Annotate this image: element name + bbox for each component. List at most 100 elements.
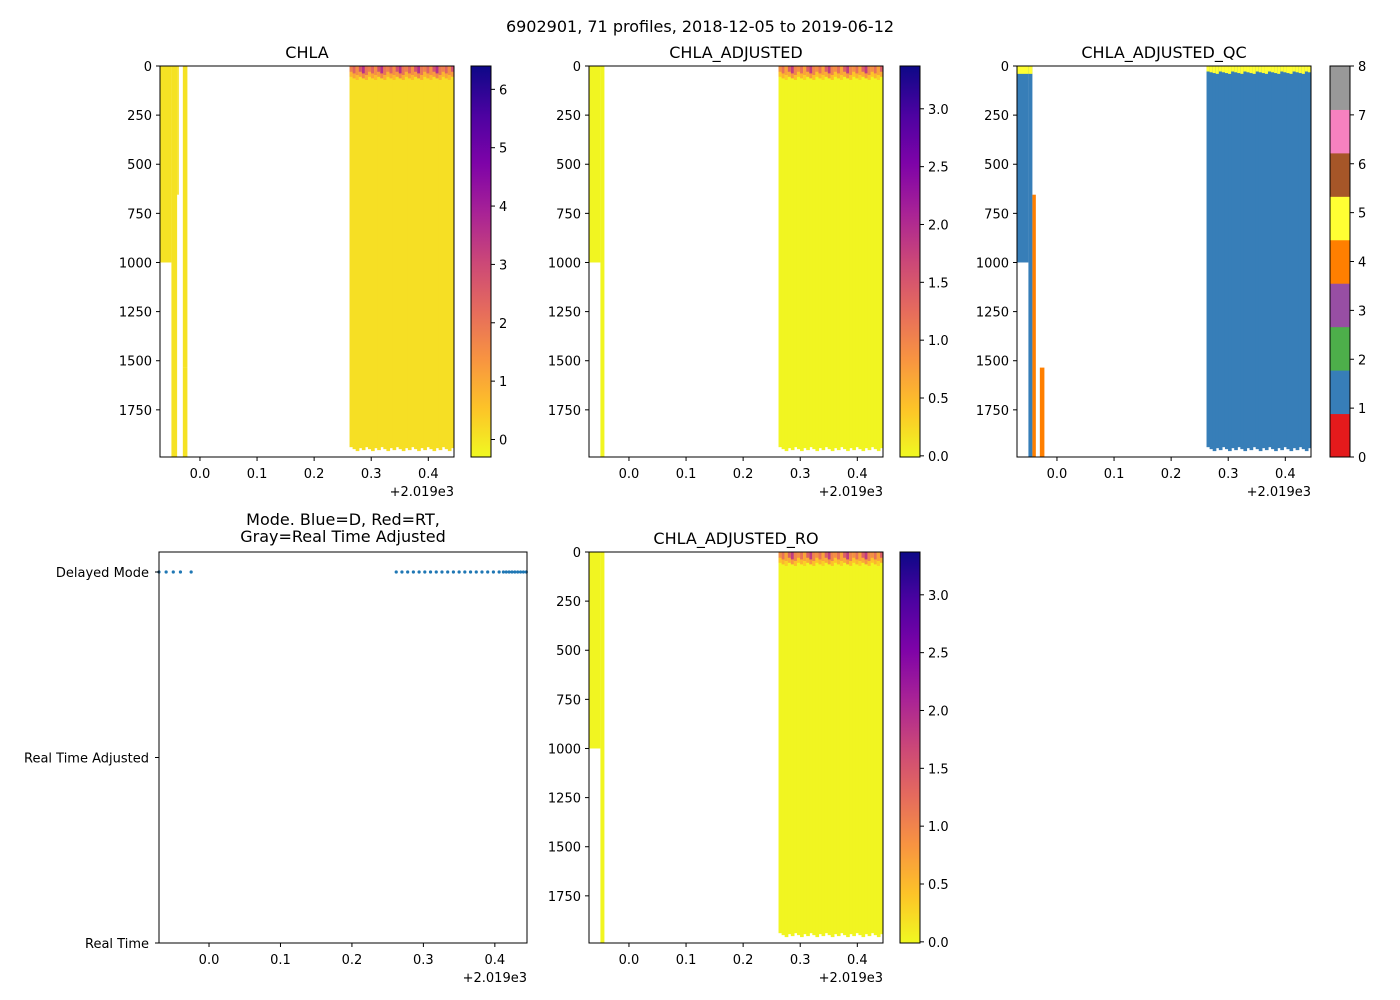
mode-point xyxy=(516,570,520,574)
y-tick-label: 0 xyxy=(144,60,152,75)
block-column xyxy=(401,66,406,452)
block-column xyxy=(821,552,826,937)
block-column xyxy=(1231,66,1235,449)
colorbar-frame xyxy=(899,551,921,944)
block-subsurface-cell xyxy=(407,73,412,79)
y-tick-label: 1500 xyxy=(548,355,581,370)
y-category-label: Real Time Adjusted xyxy=(24,752,149,767)
block-column xyxy=(812,66,817,450)
block-surface-cell xyxy=(861,552,866,558)
y-tick-label: 1000 xyxy=(976,256,1009,271)
block-surface-cell xyxy=(858,66,863,76)
block-subsurface-cell xyxy=(781,73,786,79)
block-subsurface-cell xyxy=(377,71,381,77)
block-subsurface-cell xyxy=(352,73,357,79)
block-surface-cell xyxy=(395,66,400,72)
block-column xyxy=(833,552,838,935)
block-surface-cell xyxy=(833,66,838,72)
block-surface-cell xyxy=(364,66,369,76)
x-tick-label: 0.0 xyxy=(199,953,220,968)
block-subsurface-cell xyxy=(395,71,400,77)
mode-point xyxy=(480,570,484,574)
block-column xyxy=(1252,66,1257,448)
mode-point xyxy=(486,570,490,574)
block-subsurface-cell xyxy=(793,561,798,566)
block-column xyxy=(1209,66,1214,450)
block-subsurface-cell xyxy=(778,557,783,563)
block-column xyxy=(1243,66,1248,452)
block-column xyxy=(843,552,847,936)
block-column xyxy=(852,66,856,451)
block-surface-qc xyxy=(1206,66,1211,72)
block-surface-qc xyxy=(1224,66,1229,74)
block-subsurface-cell xyxy=(401,75,406,80)
block-surface-cell xyxy=(855,66,860,74)
block-surface-cell xyxy=(827,552,832,560)
block-column xyxy=(444,66,449,450)
block-surface-qc xyxy=(1274,66,1278,74)
colorbar-tick-label: 2.0 xyxy=(928,218,949,233)
block-surface-cell xyxy=(389,66,394,74)
block-subsurface-cell xyxy=(815,71,820,77)
block-surface-cell xyxy=(806,66,810,72)
block-surface-cell xyxy=(843,552,847,558)
block-surface-cell xyxy=(824,552,829,558)
block-surface-cell xyxy=(371,66,375,74)
colorbar-fill xyxy=(471,66,491,457)
block-subsurface-cell xyxy=(867,561,872,566)
mode-point xyxy=(434,570,438,574)
colorbar-tick-label: 0.5 xyxy=(928,392,949,407)
mode-point xyxy=(178,570,183,574)
block-column xyxy=(815,66,820,452)
block-surface-qc xyxy=(1292,66,1297,72)
profile-column xyxy=(177,66,179,195)
x-tick-label: 0.1 xyxy=(247,467,268,482)
block-surface-cell xyxy=(447,66,452,76)
block-column xyxy=(1295,66,1300,451)
block-column xyxy=(793,552,798,934)
block-subsurface-cell xyxy=(858,75,863,80)
block-subsurface-cell xyxy=(806,71,810,77)
block-surface-cell xyxy=(836,66,841,74)
block-surface-cell xyxy=(781,552,786,560)
block-surface-cell xyxy=(873,552,878,560)
block-subsurface-cell xyxy=(404,71,409,77)
block-subsurface-cell xyxy=(876,75,881,80)
block-column xyxy=(1212,66,1217,452)
block-subsurface-cell xyxy=(836,73,841,79)
profile-column xyxy=(182,367,188,457)
colorbar-tick-label: 5 xyxy=(499,142,507,157)
block-surface-cell xyxy=(867,552,872,562)
x-tick-label: 0.4 xyxy=(847,467,868,482)
block-surface-cell xyxy=(444,66,449,74)
block-surface-cell xyxy=(420,66,424,76)
block-column xyxy=(867,552,872,937)
block-subsurface-cell xyxy=(781,559,786,565)
figure-suptitle: 6902901, 71 profiles, 2018-12-05 to 2019… xyxy=(506,17,894,36)
colorbar-segment xyxy=(1330,66,1350,110)
colorbar-tick-label: 1.5 xyxy=(928,762,949,777)
x-tick-label: 0.0 xyxy=(619,953,640,968)
block-column xyxy=(352,66,357,450)
block-surface-cell xyxy=(864,552,869,560)
block-surface-qc xyxy=(1289,66,1294,74)
block-column xyxy=(876,552,881,938)
y-tick-label: 1500 xyxy=(976,355,1009,370)
block-column xyxy=(1271,66,1275,450)
mode-point xyxy=(189,570,193,574)
mode-point xyxy=(406,570,410,574)
block-surface-cell xyxy=(435,66,440,74)
block-subsurface-cell xyxy=(364,75,369,80)
block-column xyxy=(358,66,363,449)
block-subsurface-cell xyxy=(790,559,795,565)
mode-point xyxy=(474,570,478,574)
block-subsurface-cell xyxy=(849,561,853,566)
block-surface-qc xyxy=(1307,66,1311,73)
y-tick-label: 750 xyxy=(984,207,1009,222)
block-surface-cell xyxy=(861,66,866,72)
panel-mode: Mode. Blue=D, Red=RT,Gray=Real Time Adju… xyxy=(24,510,528,986)
block-surface-cell xyxy=(796,552,801,558)
block-column xyxy=(818,66,823,449)
x-tick-label: 0.4 xyxy=(847,953,868,968)
